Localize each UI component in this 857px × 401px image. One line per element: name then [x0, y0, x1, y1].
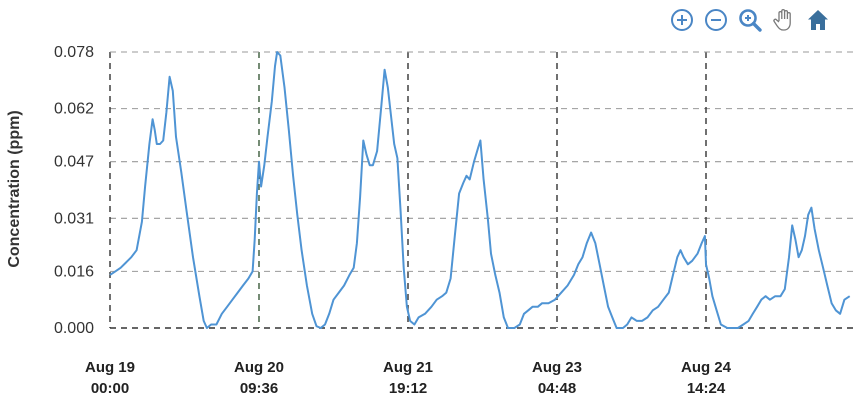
magnify-button[interactable]: [736, 6, 764, 34]
y-tick-label: 0.016: [54, 263, 94, 280]
home-icon: [808, 10, 828, 30]
x-tick-label: 09:36: [240, 380, 278, 397]
y-tick-label: 0.062: [54, 101, 94, 118]
x-tick-label: 00:00: [91, 380, 129, 397]
x-tick-label: 04:48: [538, 380, 576, 397]
y-tick-label: 0.078: [54, 44, 94, 61]
y-tick-label: 0.031: [54, 210, 94, 227]
zoom-out-icon: [705, 9, 727, 31]
zoom-in-icon: [671, 9, 693, 31]
x-tick-label: 14:24: [687, 380, 726, 397]
x-tick-label: 19:12: [389, 380, 427, 397]
x-tick-label: Aug 19: [85, 359, 135, 376]
pan-hand-icon: [773, 9, 791, 31]
zoom-out-button[interactable]: [702, 6, 730, 34]
y-tick-label: 0.047: [54, 154, 94, 171]
magnify-icon: [739, 9, 762, 32]
pan-button[interactable]: [770, 6, 798, 34]
y-tick-label: 0.000: [54, 320, 94, 337]
x-tick-label: Aug 20: [234, 359, 284, 376]
x-tick-label: Aug 23: [532, 359, 582, 376]
chart-toolbar: [668, 6, 832, 34]
series-line: [109, 51, 851, 329]
home-button[interactable]: [804, 6, 832, 34]
x-tick-label: Aug 21: [383, 359, 433, 376]
zoom-in-button[interactable]: [668, 6, 696, 34]
x-tick-label: Aug 24: [681, 359, 732, 376]
